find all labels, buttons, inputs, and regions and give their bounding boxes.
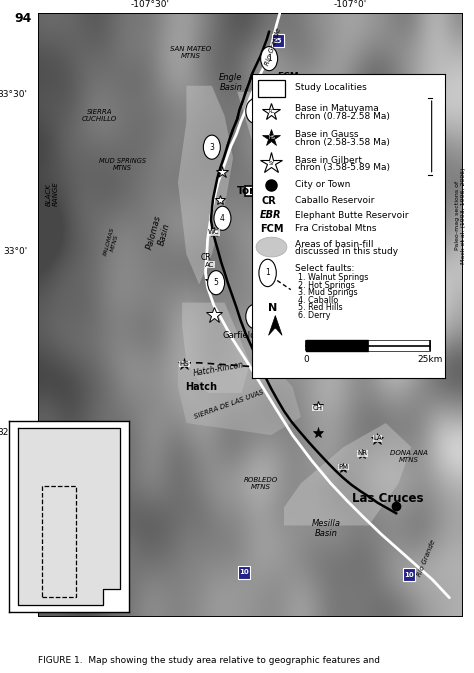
Text: Select faults:: Select faults: — [295, 264, 354, 273]
Ellipse shape — [256, 237, 287, 257]
Polygon shape — [182, 303, 250, 393]
Text: 25km: 25km — [417, 355, 442, 364]
Text: 2. Hot Springs: 2. Hot Springs — [299, 281, 355, 289]
Bar — [42, 486, 76, 597]
Text: 10: 10 — [239, 569, 248, 575]
Text: 4. Caballo: 4. Caballo — [299, 296, 339, 305]
Text: 5: 5 — [214, 278, 219, 287]
Polygon shape — [18, 428, 120, 605]
Text: SAN MATEO
MTNS: SAN MATEO MTNS — [170, 46, 211, 59]
Text: EBR: EBR — [260, 210, 282, 220]
Text: Elephant Butte Reservoir: Elephant Butte Reservoir — [295, 211, 408, 219]
Text: 1: 1 — [265, 269, 270, 277]
Polygon shape — [178, 363, 301, 435]
Text: 3. Mud Springs: 3. Mud Springs — [299, 288, 358, 297]
Text: Engle
Basin: Engle Basin — [219, 73, 243, 92]
Text: chron (3.58-5.89 Ma): chron (3.58-5.89 Ma) — [295, 164, 390, 172]
Text: 6. Derry: 6. Derry — [299, 311, 331, 320]
Text: Study Localities: Study Localities — [295, 83, 366, 92]
Text: Fra Cristobal Mtns: Fra Cristobal Mtns — [295, 224, 376, 234]
Circle shape — [261, 46, 278, 71]
Text: SIERRA DE LAS UVAS: SIERRA DE LAS UVAS — [193, 390, 264, 421]
Text: -107°0': -107°0' — [333, 0, 366, 9]
Text: 3: 3 — [210, 143, 214, 151]
Bar — [272, 34, 283, 47]
Text: MUD SPRINGS
MTNS: MUD SPRINGS MTNS — [99, 157, 146, 170]
Polygon shape — [237, 92, 275, 194]
Text: ROBLEDO
MTNS: ROBLEDO MTNS — [244, 476, 278, 490]
Text: Hatch-Rincon: Hatch-Rincon — [192, 360, 244, 378]
Text: discussed in this study: discussed in this study — [295, 247, 398, 256]
Text: Rio Grande: Rio Grande — [264, 27, 282, 66]
Text: Rio Grande: Rio Grande — [416, 539, 436, 578]
Circle shape — [246, 304, 263, 328]
Bar — [403, 568, 415, 581]
Text: HS: HS — [180, 361, 189, 367]
Text: TorC: TorC — [237, 186, 263, 196]
Bar — [258, 80, 285, 96]
Text: Las Cruces: Las Cruces — [352, 492, 424, 505]
Text: BLACK
RANGE: BLACK RANGE — [46, 182, 59, 207]
Text: 1. Walnut Springs: 1. Walnut Springs — [299, 273, 369, 282]
Text: chron (0.78-2.58 Ma): chron (0.78-2.58 Ma) — [295, 112, 390, 120]
Text: Caballo Reservoir: Caballo Reservoir — [295, 197, 374, 205]
Text: SY: SY — [268, 161, 274, 166]
Polygon shape — [178, 85, 233, 285]
Circle shape — [246, 99, 263, 123]
Text: -107°30': -107°30' — [131, 0, 170, 9]
Circle shape — [208, 271, 225, 295]
Text: 10: 10 — [404, 572, 414, 578]
Text: SIERRA
CUCHILLO: SIERRA CUCHILLO — [82, 109, 117, 122]
Text: 1: 1 — [267, 54, 272, 63]
Text: RA: RA — [296, 357, 306, 363]
Text: DONA ANA
MTNS: DONA ANA MTNS — [390, 450, 428, 462]
Text: Areas of basin-fill: Areas of basin-fill — [295, 240, 373, 248]
Text: WC: WC — [208, 229, 220, 235]
Text: LA: LA — [373, 435, 382, 441]
Polygon shape — [284, 423, 411, 526]
Text: N: N — [268, 304, 277, 314]
Text: Base in Matuyama: Base in Matuyama — [295, 104, 378, 113]
Polygon shape — [269, 316, 282, 335]
Circle shape — [259, 259, 276, 287]
Bar — [238, 566, 250, 579]
Text: FIGURE 1.  Map showing the study area relative to geographic features and: FIGURE 1. Map showing the study area rel… — [38, 656, 380, 665]
Text: PM: PM — [338, 464, 348, 470]
Text: 25: 25 — [273, 38, 283, 44]
Text: 94: 94 — [14, 12, 32, 25]
Text: City or Town: City or Town — [295, 180, 350, 189]
Text: RC: RC — [268, 109, 275, 114]
Text: Garfield: Garfield — [223, 331, 256, 341]
Text: FCM: FCM — [260, 224, 283, 234]
Text: 32°30': 32°30' — [0, 427, 27, 437]
Text: AC: AC — [205, 262, 214, 268]
Text: CH: CH — [313, 405, 323, 411]
Text: Hatch: Hatch — [185, 382, 217, 392]
Text: Base in Gauss: Base in Gauss — [295, 130, 358, 139]
Text: 33°0': 33°0' — [3, 247, 27, 256]
Text: chron (2.58-3.58 Ma): chron (2.58-3.58 Ma) — [295, 138, 390, 147]
Text: 5. Red Hills: 5. Red Hills — [299, 304, 343, 312]
Text: EBR: EBR — [253, 106, 268, 114]
Text: CABALLO
MTNS: CABALLO MTNS — [263, 223, 283, 256]
Circle shape — [203, 135, 220, 160]
Text: NEW
MEXICO: NEW MEXICO — [63, 468, 124, 499]
Text: NR: NR — [357, 450, 367, 456]
Circle shape — [214, 206, 231, 230]
Text: 2: 2 — [252, 106, 256, 116]
Text: CR: CR — [262, 196, 276, 206]
Text: CR: CR — [200, 253, 211, 262]
Text: FCM: FCM — [277, 72, 299, 81]
Text: PALOMAS
MTNS: PALOMAS MTNS — [103, 227, 121, 258]
Text: Base in Gilbert: Base in Gilbert — [295, 156, 362, 165]
Text: HS: HS — [268, 135, 275, 140]
Text: 0: 0 — [303, 355, 309, 364]
Text: 33°30': 33°30' — [0, 90, 27, 100]
Text: 6: 6 — [252, 312, 257, 321]
Text: 4: 4 — [220, 214, 225, 223]
Text: Mesilla
Basin: Mesilla Basin — [312, 519, 341, 538]
Text: Paleo-mag sections of
Mack et al. (1993, 1996, 2006): Paleo-mag sections of Mack et al. (1993,… — [456, 167, 466, 264]
Text: Palomas
Basin: Palomas Basin — [145, 214, 173, 253]
